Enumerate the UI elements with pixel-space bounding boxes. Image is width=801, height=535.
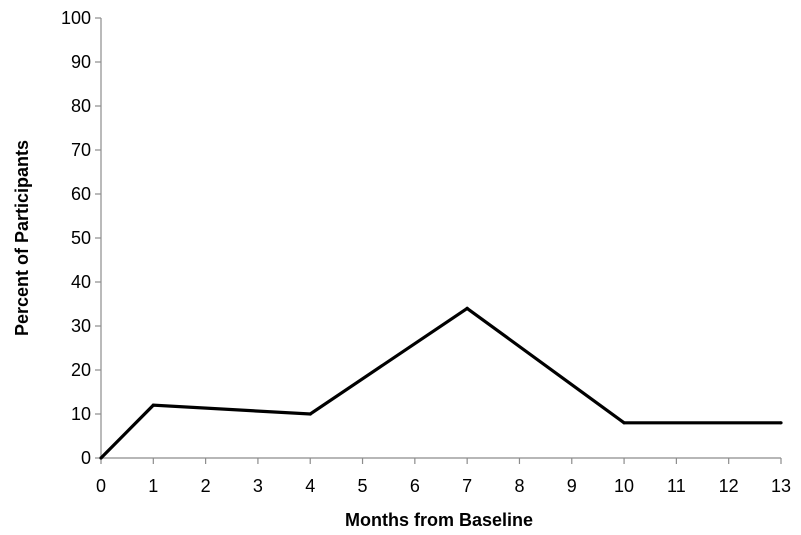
x-tick-label: 4 xyxy=(305,476,315,496)
x-axis-ticks: 0 1 2 3 4 5 6 7 8 9 10 11 12 13 xyxy=(96,458,791,496)
x-tick-label: 0 xyxy=(96,476,106,496)
y-tick-label: 70 xyxy=(71,140,91,160)
y-axis-ticks: 0 10 20 30 40 50 60 70 80 90 100 xyxy=(61,8,101,468)
x-tick-label: 2 xyxy=(201,476,211,496)
x-tick-label: 13 xyxy=(771,476,791,496)
y-tick-label: 30 xyxy=(71,316,91,336)
data-point xyxy=(151,403,155,407)
x-axis-title: Months from Baseline xyxy=(345,510,533,530)
y-tick-label: 90 xyxy=(71,52,91,72)
x-tick-label: 9 xyxy=(567,476,577,496)
x-tick-label: 3 xyxy=(253,476,263,496)
y-tick-label: 20 xyxy=(71,360,91,380)
y-tick-label: 100 xyxy=(61,8,91,28)
y-tick-label: 60 xyxy=(71,184,91,204)
y-tick-label: 40 xyxy=(71,272,91,292)
series-line xyxy=(99,306,781,460)
x-tick-label: 8 xyxy=(514,476,524,496)
data-point xyxy=(465,306,469,310)
x-tick-label: 12 xyxy=(719,476,739,496)
x-tick-label: 11 xyxy=(667,476,686,496)
y-axis-title: Percent of Participants xyxy=(12,140,32,336)
y-tick-label: 50 xyxy=(71,228,91,248)
data-point xyxy=(779,421,783,425)
y-tick-label: 10 xyxy=(71,404,91,424)
x-tick-label: 5 xyxy=(358,476,368,496)
series-group xyxy=(99,306,783,460)
x-tick-label: 7 xyxy=(462,476,472,496)
x-tick-label: 10 xyxy=(614,476,634,496)
y-tick-label: 80 xyxy=(71,96,91,116)
data-point xyxy=(99,456,103,460)
x-tick-label: 6 xyxy=(410,476,420,496)
x-tick-label: 1 xyxy=(148,476,158,496)
data-point xyxy=(308,412,312,416)
y-tick-label: 0 xyxy=(81,448,91,468)
data-point xyxy=(622,421,626,425)
